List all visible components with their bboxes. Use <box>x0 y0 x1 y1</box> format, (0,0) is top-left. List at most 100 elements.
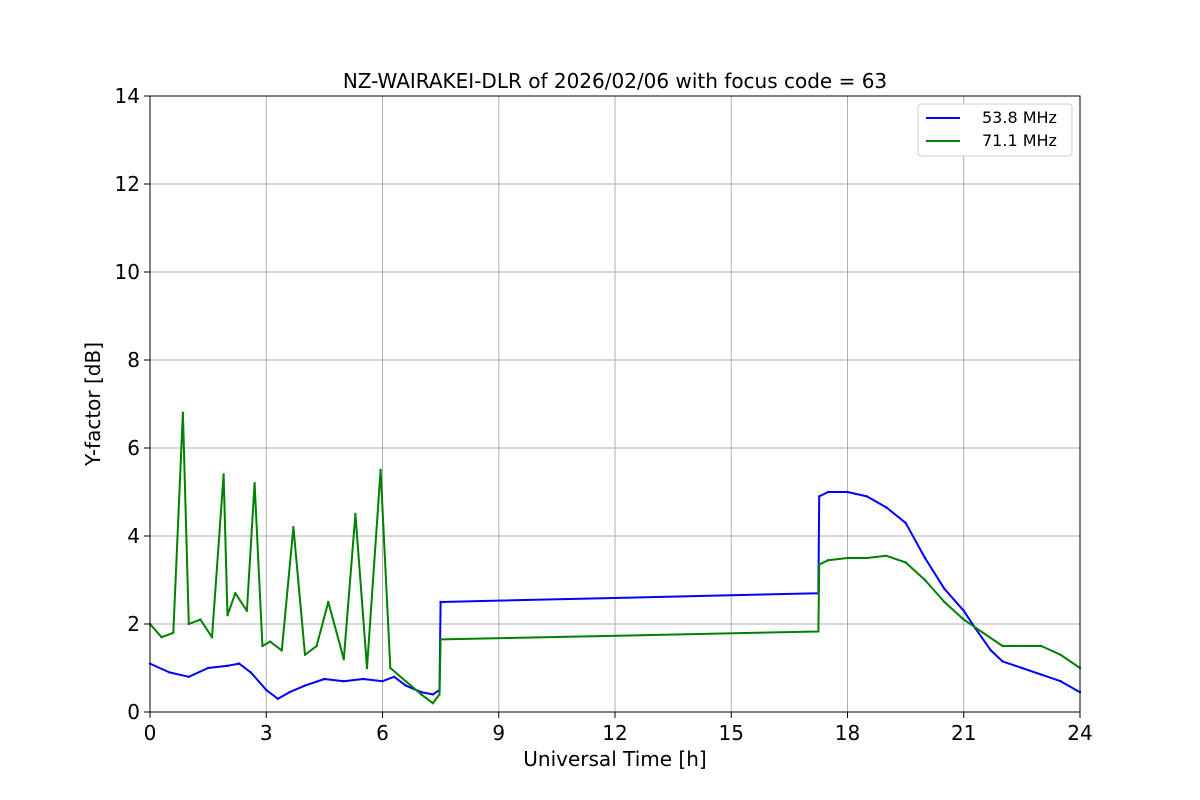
data-point <box>389 666 392 670</box>
data-point <box>160 636 163 639</box>
data-point <box>268 640 272 643</box>
data-point <box>904 561 907 564</box>
data-point <box>288 691 291 694</box>
data-point <box>245 609 249 612</box>
data-point <box>420 693 423 696</box>
data-point <box>962 609 965 612</box>
data-point <box>923 578 927 582</box>
data-point <box>1040 644 1043 648</box>
data-point <box>181 411 185 414</box>
grid <box>149 95 1081 713</box>
data-point <box>431 693 435 696</box>
data-point <box>276 697 280 700</box>
data-point <box>222 473 225 476</box>
data-point <box>404 680 407 683</box>
data-point <box>943 600 946 604</box>
y-axis-label: Y-factor [dB] <box>81 342 105 467</box>
data-point <box>261 644 264 648</box>
y-tick-label: 0 <box>127 700 140 724</box>
data-point <box>885 506 888 509</box>
y-tick-label: 6 <box>127 436 140 460</box>
data-point <box>365 666 369 670</box>
y-tick-label: 10 <box>115 260 140 284</box>
chart-title: NZ-WAIRAKEI-DLR of 2026/02/06 with focus… <box>343 69 887 93</box>
data-point <box>438 693 441 696</box>
data-point <box>206 666 210 670</box>
data-point <box>187 675 190 678</box>
data-point <box>168 671 171 674</box>
data-point <box>826 490 830 494</box>
data-point <box>226 614 229 617</box>
data-point <box>865 495 869 498</box>
data-point <box>818 563 821 566</box>
data-point <box>249 671 252 674</box>
data-point <box>234 592 237 595</box>
data-point <box>962 618 965 621</box>
data-point <box>1020 666 1024 670</box>
data-point <box>237 662 241 665</box>
series-layer <box>148 411 1082 705</box>
data-point <box>253 482 256 485</box>
data-point <box>846 556 849 560</box>
data-point <box>439 638 442 641</box>
x-tick-label: 24 <box>1067 721 1092 745</box>
data-point <box>361 677 365 681</box>
data-point <box>865 556 869 560</box>
data-point <box>885 554 888 557</box>
data-point <box>292 526 295 529</box>
x-tick-label: 15 <box>719 721 744 745</box>
data-point <box>1059 653 1062 656</box>
legend-label-53-8: 53.8 MHz <box>982 108 1057 127</box>
y-tick-label: 14 <box>115 84 140 108</box>
x-tick-label: 9 <box>492 721 505 745</box>
data-point <box>226 664 229 667</box>
data-point <box>981 631 985 634</box>
data-point <box>392 675 396 678</box>
data-point <box>187 622 190 626</box>
data-point <box>817 630 820 633</box>
data-point <box>1059 680 1062 683</box>
data-point <box>280 649 283 652</box>
data-point <box>303 684 307 687</box>
y-axis: 0 2 4 6 8 10 12 14 <box>115 84 150 724</box>
x-tick-label: 12 <box>602 721 627 745</box>
data-point <box>439 600 442 604</box>
data-point <box>846 490 849 494</box>
x-axis: 0 3 6 9 12 15 18 21 24 <box>144 712 1093 745</box>
data-point <box>342 658 345 661</box>
x-tick-label: 0 <box>144 721 157 745</box>
data-point <box>354 512 357 516</box>
data-point <box>315 644 318 648</box>
x-tick-label: 3 <box>260 721 273 745</box>
data-point <box>199 618 202 621</box>
data-point <box>989 649 993 652</box>
data-point <box>904 521 907 524</box>
data-point <box>943 587 946 590</box>
data-point <box>323 677 326 681</box>
legend: 53.8 MHz 71.1 MHz <box>917 103 1073 157</box>
data-point <box>265 688 268 692</box>
data-point <box>172 631 175 634</box>
data-point <box>1020 644 1024 648</box>
data-point <box>381 680 384 683</box>
x-axis-label: Universal Time [h] <box>523 747 706 771</box>
x-tick-label: 6 <box>376 721 389 745</box>
data-point <box>1001 644 1004 648</box>
y-tick-label: 8 <box>127 348 140 372</box>
x-tick-label: 18 <box>835 721 860 745</box>
x-tick-label: 21 <box>951 721 976 745</box>
data-point <box>379 468 382 472</box>
y-tick-label: 12 <box>115 172 140 196</box>
data-point <box>210 636 214 639</box>
data-point <box>404 684 407 687</box>
data-point <box>1040 673 1043 676</box>
legend-label-71-1: 71.1 MHz <box>982 131 1057 150</box>
data-point <box>1001 660 1004 663</box>
data-point <box>826 559 830 562</box>
data-point <box>923 556 927 560</box>
y-tick-label: 2 <box>127 612 140 636</box>
data-point <box>303 653 307 656</box>
data-point <box>431 702 435 705</box>
data-point <box>327 600 330 604</box>
